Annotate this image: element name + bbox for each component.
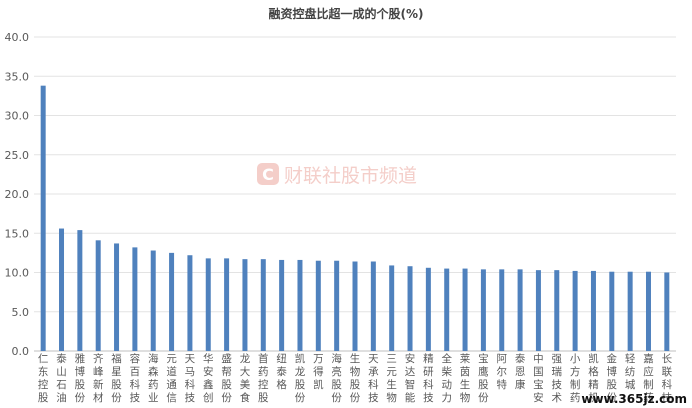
bar <box>535 270 541 351</box>
bar <box>40 85 46 352</box>
bars <box>40 85 670 352</box>
x-tick-label: 泰山石油 <box>56 352 67 404</box>
bar <box>242 259 248 351</box>
x-tick-label: 金博股份 <box>607 352 618 404</box>
bar <box>627 271 633 351</box>
x-tick-label: 泰恩康 <box>515 352 526 391</box>
bar <box>132 247 138 351</box>
bar <box>205 258 211 351</box>
x-tick-label: 海亮股份 <box>331 352 342 404</box>
bar <box>279 259 285 351</box>
bar <box>187 255 193 351</box>
bar <box>95 240 101 351</box>
x-tick-label: 首药控股 <box>258 352 269 404</box>
bar <box>224 258 230 351</box>
x-axis: 仁东控股泰山石油雅博股份齐峰新材福星股份容百科技海森药业元道通信天马科技华安鑫创… <box>38 352 673 404</box>
x-tick-label: 元道通信 <box>166 353 177 404</box>
x-tick-label: 盛帮股份 <box>221 352 232 404</box>
bar <box>315 260 321 351</box>
x-tick-label: 安达智能 <box>405 352 416 404</box>
x-tick-label: 中国宝安 <box>533 352 544 404</box>
watermark-logo-icon <box>257 163 279 185</box>
bar <box>609 271 615 351</box>
bar <box>389 265 395 351</box>
center-watermark: C 财联社股市频道 <box>257 163 417 187</box>
watermark-logo-letter: C <box>262 165 274 184</box>
bar <box>517 269 523 351</box>
bar <box>297 259 303 351</box>
x-tick-label: 福星股份 <box>111 352 122 404</box>
corner-watermark: www.365jz.com <box>581 392 687 406</box>
bar <box>77 230 83 351</box>
x-tick-label: 华安鑫创 <box>203 352 214 404</box>
x-tick-label: 强瑞技术 <box>552 353 563 404</box>
bar <box>480 269 486 351</box>
bar <box>572 270 578 351</box>
x-tick-label: 生物股份 <box>350 352 361 404</box>
y-tick-label: 10.0 <box>5 267 30 280</box>
bar <box>590 270 596 351</box>
y-tick-label: 5.0 <box>12 306 30 319</box>
bar <box>370 261 376 351</box>
y-tick-label: 0.0 <box>12 345 30 358</box>
x-tick-label: 龙大美食 <box>240 352 251 404</box>
bar <box>462 268 468 351</box>
bar <box>150 250 156 351</box>
x-tick-label: 天马科技 <box>185 353 196 404</box>
bar <box>59 228 65 351</box>
y-tick-label: 35.0 <box>5 70 30 83</box>
x-tick-label: 雅博股份 <box>75 352 86 404</box>
y-tick-label: 40.0 <box>5 31 30 44</box>
watermark-text: 财联社股市频道 <box>284 165 417 187</box>
x-tick-label: 海森药业 <box>148 352 159 404</box>
x-tick-label: 天承科技 <box>368 353 379 404</box>
x-tick-label: 精研科技 <box>423 352 434 404</box>
bar <box>499 269 505 351</box>
x-tick-label: 轻纺城 <box>625 352 636 391</box>
x-tick-label: 长联科技 <box>662 353 673 404</box>
bar <box>425 267 431 351</box>
bar <box>645 271 651 351</box>
bar <box>260 259 266 351</box>
x-tick-label: 容百科技 <box>130 352 141 404</box>
gridlines <box>34 36 676 352</box>
x-tick-label: 嘉应制药 <box>643 352 654 404</box>
y-tick-label: 15.0 <box>5 227 30 240</box>
bar <box>444 268 450 351</box>
x-tick-label: 宝鹰股份 <box>478 352 489 404</box>
x-tick-label: 莱茵生物 <box>460 353 471 404</box>
x-tick-label: 凯格精机 <box>588 352 599 404</box>
bar <box>407 266 413 351</box>
bar <box>664 272 670 351</box>
x-tick-label: 阿尔特 <box>496 353 507 391</box>
x-tick-label: 全柴动力 <box>441 352 452 404</box>
y-axis: 0.0 5.0 10.0 15.0 20.0 25.0 30.0 35.0 40.0 <box>5 31 30 358</box>
x-tick-label: 仁东控股 <box>38 353 49 404</box>
x-tick-label: 凯龙股份 <box>295 352 306 404</box>
chart-title: 融资控盘比超一成的个股(%) <box>269 6 424 21</box>
bar <box>352 261 358 351</box>
x-tick-label: 小方制药 <box>570 353 581 404</box>
x-tick-label: 纽泰格 <box>276 352 287 391</box>
y-tick-label: 30.0 <box>5 110 30 123</box>
bar <box>334 260 340 351</box>
bar <box>114 243 120 351</box>
y-tick-label: 20.0 <box>5 188 30 201</box>
x-tick-label: 齐峰新材 <box>93 352 104 404</box>
x-tick-label: 三元生物 <box>386 353 397 404</box>
x-tick-label: 万得凯 <box>313 353 324 391</box>
bar <box>169 252 175 351</box>
bar <box>554 270 560 351</box>
y-tick-label: 25.0 <box>5 149 30 162</box>
